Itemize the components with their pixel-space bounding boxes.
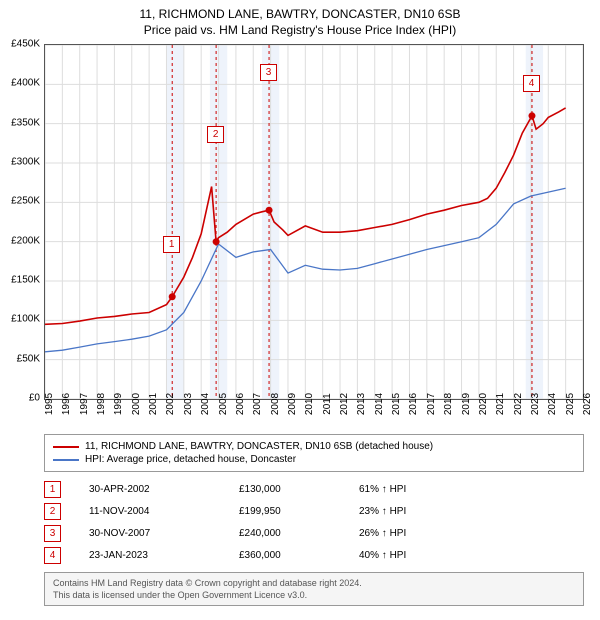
- plot-area: [44, 44, 584, 400]
- x-tick-label: 2005: [218, 393, 229, 415]
- x-tick-label: 2015: [391, 393, 402, 415]
- x-tick-label: 2020: [478, 393, 489, 415]
- event-price: £199,950: [239, 506, 359, 517]
- x-tick-label: 2006: [235, 393, 246, 415]
- event-diff: 40% ↑ HPI: [359, 550, 479, 561]
- event-date: 30-APR-2002: [89, 484, 239, 495]
- x-tick-label: 2016: [408, 393, 419, 415]
- legend-swatch-property: [53, 446, 79, 448]
- legend-label-property: 11, RICHMOND LANE, BAWTRY, DONCASTER, DN…: [85, 441, 433, 452]
- x-tick-label: 2023: [530, 393, 541, 415]
- event-date: 11-NOV-2004: [89, 506, 239, 517]
- event-marker-icon: 3: [44, 525, 61, 542]
- x-tick-label: 2012: [339, 393, 350, 415]
- x-tick-label: 1998: [96, 393, 107, 415]
- y-tick-label: £0: [2, 393, 40, 404]
- chart-event-marker-icon: 1: [163, 236, 180, 253]
- event-row: 2 11-NOV-2004 £199,950 23% ↑ HPI: [44, 500, 584, 522]
- x-tick-label: 2001: [148, 393, 159, 415]
- y-tick-label: £100K: [2, 314, 40, 325]
- x-tick-label: 2002: [165, 393, 176, 415]
- x-tick-label: 2022: [513, 393, 524, 415]
- x-tick-label: 1996: [61, 393, 72, 415]
- x-tick-label: 2003: [183, 393, 194, 415]
- x-tick-label: 2009: [287, 393, 298, 415]
- x-tick-label: 2010: [304, 393, 315, 415]
- x-tick-label: 2019: [461, 393, 472, 415]
- legend-item-property: 11, RICHMOND LANE, BAWTRY, DONCASTER, DN…: [53, 440, 575, 453]
- x-tick-label: 1997: [79, 393, 90, 415]
- event-row: 4 23-JAN-2023 £360,000 40% ↑ HPI: [44, 544, 584, 566]
- event-diff: 61% ↑ HPI: [359, 484, 479, 495]
- event-date: 30-NOV-2007: [89, 528, 239, 539]
- y-tick-label: £50K: [2, 353, 40, 364]
- event-date: 23-JAN-2023: [89, 550, 239, 561]
- x-tick-label: 1999: [113, 393, 124, 415]
- legend-item-hpi: HPI: Average price, detached house, Donc…: [53, 453, 575, 466]
- x-tick-label: 2011: [322, 393, 333, 415]
- x-tick-label: 2025: [565, 393, 576, 415]
- footer-line2: This data is licensed under the Open Gov…: [53, 589, 575, 601]
- event-marker-icon: 4: [44, 547, 61, 564]
- legend: 11, RICHMOND LANE, BAWTRY, DONCASTER, DN…: [44, 434, 584, 472]
- chart-event-marker-icon: 3: [260, 64, 277, 81]
- x-tick-label: 2004: [200, 393, 211, 415]
- x-tick-label: 2013: [356, 393, 367, 415]
- event-price: £130,000: [239, 484, 359, 495]
- x-tick-label: 1995: [44, 393, 55, 415]
- event-row: 3 30-NOV-2007 £240,000 26% ↑ HPI: [44, 522, 584, 544]
- legend-label-hpi: HPI: Average price, detached house, Donc…: [85, 454, 296, 465]
- x-tick-label: 2007: [252, 393, 263, 415]
- x-tick-label: 2014: [374, 393, 385, 415]
- y-tick-label: £300K: [2, 157, 40, 168]
- chart-event-marker-icon: 4: [523, 75, 540, 92]
- event-price: £360,000: [239, 550, 359, 561]
- events-table: 1 30-APR-2002 £130,000 61% ↑ HPI 2 11-NO…: [44, 478, 584, 566]
- title-block: 11, RICHMOND LANE, BAWTRY, DONCASTER, DN…: [0, 0, 600, 38]
- event-price: £240,000: [239, 528, 359, 539]
- y-tick-label: £450K: [2, 39, 40, 50]
- y-tick-label: £400K: [2, 78, 40, 89]
- y-tick-label: £200K: [2, 235, 40, 246]
- footer-line1: Contains HM Land Registry data © Crown c…: [53, 577, 575, 589]
- x-tick-label: 2021: [495, 393, 506, 415]
- y-tick-label: £350K: [2, 117, 40, 128]
- event-marker-icon: 2: [44, 503, 61, 520]
- chart-svg: [45, 45, 583, 399]
- x-tick-label: 2026: [582, 393, 593, 415]
- y-tick-label: £150K: [2, 275, 40, 286]
- y-tick-label: £250K: [2, 196, 40, 207]
- x-tick-label: 2018: [443, 393, 454, 415]
- chart-container: 11, RICHMOND LANE, BAWTRY, DONCASTER, DN…: [0, 0, 600, 620]
- x-tick-label: 2024: [547, 393, 558, 415]
- title-line1: 11, RICHMOND LANE, BAWTRY, DONCASTER, DN…: [0, 6, 600, 22]
- event-diff: 23% ↑ HPI: [359, 506, 479, 517]
- title-line2: Price paid vs. HM Land Registry's House …: [0, 22, 600, 38]
- x-tick-label: 2008: [270, 393, 281, 415]
- event-row: 1 30-APR-2002 £130,000 61% ↑ HPI: [44, 478, 584, 500]
- legend-swatch-hpi: [53, 459, 79, 461]
- footer: Contains HM Land Registry data © Crown c…: [44, 572, 584, 606]
- x-tick-label: 2017: [426, 393, 437, 415]
- x-tick-label: 2000: [131, 393, 142, 415]
- event-marker-icon: 1: [44, 481, 61, 498]
- chart-event-marker-icon: 2: [207, 126, 224, 143]
- event-diff: 26% ↑ HPI: [359, 528, 479, 539]
